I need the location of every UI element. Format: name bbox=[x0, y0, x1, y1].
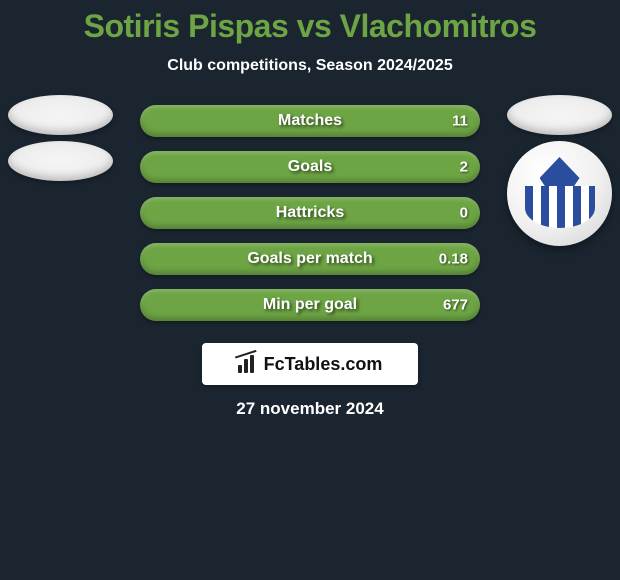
stat-right-value: 0.18 bbox=[439, 251, 468, 268]
stat-row-matches: Matches 11 bbox=[140, 105, 480, 137]
stat-label: Hattricks bbox=[276, 204, 344, 222]
stat-label: Min per goal bbox=[263, 296, 357, 314]
stat-right-value: 2 bbox=[460, 159, 468, 176]
stat-row-goals-per-match: Goals per match 0.18 bbox=[140, 243, 480, 275]
stat-label: Matches bbox=[278, 112, 342, 130]
fctables-chart-icon bbox=[238, 355, 260, 373]
fctables-badge[interactable]: FcTables.com bbox=[202, 343, 418, 385]
stat-row-hattricks: Hattricks 0 bbox=[140, 197, 480, 229]
stat-right-value: 11 bbox=[452, 113, 468, 130]
stat-right-value: 0 bbox=[460, 205, 468, 222]
left-player-badges bbox=[8, 95, 113, 181]
stat-label: Goals per match bbox=[247, 250, 372, 268]
stats-area: ΛΑΜΙΑ Matches 11 Goals 2 Hattricks 0 bbox=[0, 105, 620, 321]
player-badge-placeholder bbox=[8, 95, 113, 135]
club-badge-placeholder bbox=[8, 141, 113, 181]
ship-icon bbox=[540, 157, 580, 187]
main-container: Sotiris Pispas vs Vlachomitros Club comp… bbox=[0, 0, 620, 419]
fctables-label: FcTables.com bbox=[264, 354, 383, 375]
subtitle: Club competitions, Season 2024/2025 bbox=[0, 57, 620, 75]
stat-row-min-per-goal: Min per goal 677 bbox=[140, 289, 480, 321]
stat-rows: Matches 11 Goals 2 Hattricks 0 Goals per… bbox=[140, 105, 480, 321]
club-badge-lamia: ΛΑΜΙΑ bbox=[507, 141, 612, 246]
page-title: Sotiris Pispas vs Vlachomitros bbox=[0, 8, 620, 45]
stat-row-goals: Goals 2 bbox=[140, 151, 480, 183]
stat-right-value: 677 bbox=[443, 297, 468, 314]
player-badge-placeholder bbox=[507, 95, 612, 135]
date-text: 27 november 2024 bbox=[0, 399, 620, 419]
stat-label: Goals bbox=[288, 158, 332, 176]
right-player-badges: ΛΑΜΙΑ bbox=[507, 95, 612, 246]
club-stripes-icon bbox=[525, 186, 595, 228]
